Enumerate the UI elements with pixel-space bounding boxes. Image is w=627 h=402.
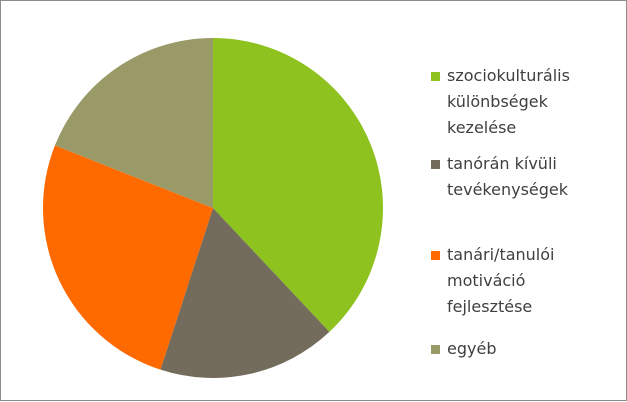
pie-slice: [43, 145, 214, 370]
pie-slice: [54, 38, 214, 208]
legend-swatch: [431, 72, 440, 81]
legend-swatch: [431, 345, 440, 354]
pie-slice: [213, 38, 383, 332]
legend-swatch: [431, 160, 440, 169]
legend-swatch: [431, 251, 440, 260]
legend-label: szociokulturális különbségek kezelése: [447, 66, 570, 137]
legend-label: egyéb: [447, 339, 497, 358]
pie-slice: [160, 208, 330, 378]
legend-label: tanári/tanulói motiváció fejlesztése: [447, 245, 555, 316]
legend-label: tanórán kívüli tevékenységek: [447, 154, 569, 199]
